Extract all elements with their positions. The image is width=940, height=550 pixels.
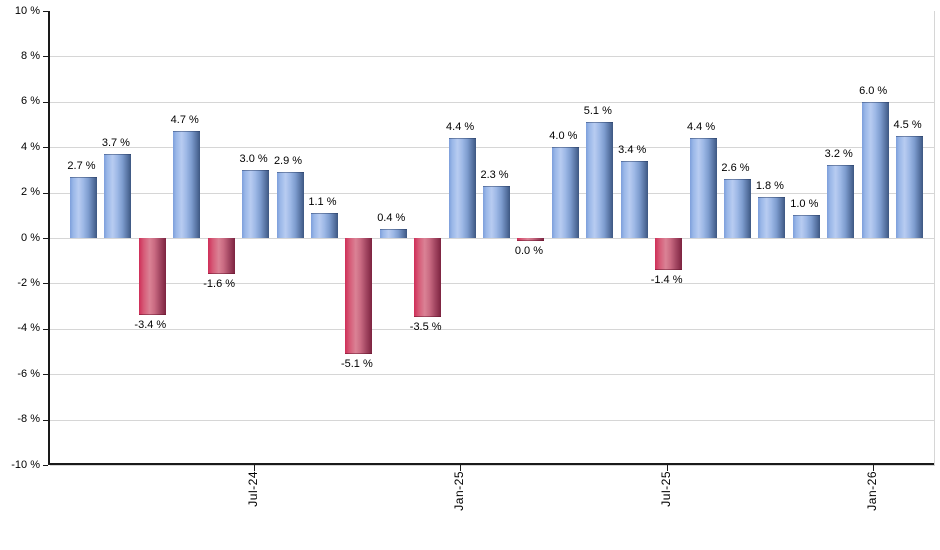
bar-value-label: 4.5 % — [893, 118, 922, 131]
x-tick-label-Jul-24: Jul-24 — [245, 471, 260, 507]
plot-right-border — [934, 11, 935, 465]
bar — [689, 138, 717, 238]
x-tick-mark — [873, 465, 875, 471]
gridline--10 — [50, 465, 935, 466]
bar-value-label: 0.4 % — [377, 211, 406, 224]
y-tick-label: -10 % — [11, 458, 40, 471]
bar — [104, 154, 132, 238]
bar-value-label: 2.9 % — [273, 155, 303, 168]
x-tick-mark — [666, 465, 668, 471]
bar-value-label: 6.0 % — [859, 84, 888, 97]
gridline--4 — [50, 328, 935, 330]
x-tick-label-Jan-26: Jan-26 — [865, 471, 880, 511]
bar-value-label: 4.0 % — [549, 130, 578, 143]
gridline-0 — [50, 238, 935, 239]
y-tick-mark — [43, 56, 48, 58]
bar-value-label: -1.4 % — [650, 273, 683, 286]
bar — [620, 160, 648, 238]
bar — [586, 122, 614, 238]
y-tick-mark — [43, 11, 48, 12]
x-tick-label-Jan-25: Jan-25 — [452, 471, 467, 511]
bar — [207, 238, 235, 275]
y-tick-label: 10 % — [14, 4, 40, 17]
bar-value-label: 2.6 % — [721, 161, 750, 174]
bar — [276, 172, 304, 238]
bar — [655, 238, 683, 270]
bar-value-label: 4.4 % — [686, 121, 716, 134]
bar-value-label: 3.4 % — [618, 143, 647, 156]
bar-value-label: -3.4 % — [134, 319, 167, 332]
x-tick-label-Jul-25: Jul-25 — [658, 471, 673, 507]
y-tick-label: 2 % — [21, 186, 40, 199]
x-tick-mark — [253, 465, 255, 471]
bar-value-label: 1.0 % — [790, 198, 819, 211]
y-tick-label: 6 % — [21, 95, 40, 108]
bar-value-label: 0.0 % — [514, 245, 544, 257]
gridline-6 — [50, 101, 935, 103]
bar-value-label: 5.1 % — [583, 105, 612, 118]
bar — [138, 238, 166, 316]
bar-value-label: -1.6 % — [203, 278, 236, 291]
bar-value-label: 3.7 % — [101, 137, 130, 149]
bar — [310, 213, 338, 238]
gridline--6 — [50, 374, 935, 376]
y-tick-mark — [43, 192, 48, 194]
bar — [379, 228, 407, 238]
y-tick-label: -2 % — [17, 276, 40, 289]
bar — [414, 238, 442, 318]
y-tick-label: -4 % — [17, 322, 40, 335]
y-tick-label: 8 % — [21, 49, 40, 62]
bar — [448, 138, 476, 238]
bar — [723, 178, 751, 238]
plot-area — [48, 11, 935, 466]
bar — [861, 101, 889, 238]
y-tick-mark — [43, 328, 48, 330]
y-tick-mark — [43, 374, 48, 376]
y-tick-label: -6 % — [17, 367, 40, 380]
bar-value-label: 3.2 % — [824, 148, 853, 161]
bar — [483, 185, 511, 238]
gridline--8 — [50, 419, 935, 421]
y-tick-mark — [43, 419, 48, 421]
bar — [173, 131, 201, 238]
bar-value-label: -5.1 % — [340, 357, 373, 370]
bar-value-label: 3.0 % — [239, 152, 268, 165]
bar-value-label: 4.4 % — [446, 121, 475, 134]
bar-value-label: 1.8 % — [755, 180, 784, 193]
y-tick-mark — [43, 101, 48, 103]
bar-value-label: 1.1 % — [308, 196, 337, 209]
bar — [758, 197, 786, 238]
bar — [792, 215, 820, 238]
y-tick-mark — [43, 238, 48, 239]
y-tick-label: 4 % — [21, 140, 40, 153]
y-tick-label: 0 % — [21, 231, 40, 244]
bar-value-label: 2.3 % — [480, 168, 509, 181]
bar — [345, 238, 373, 354]
y-tick-label: -8 % — [17, 413, 40, 426]
y-tick-mark — [43, 465, 48, 466]
bar-value-label: 4.7 % — [170, 114, 199, 127]
y-tick-mark — [43, 283, 48, 285]
bar — [242, 169, 270, 238]
bar — [827, 165, 855, 238]
gridline--2 — [50, 283, 935, 285]
x-tick-mark — [460, 465, 462, 471]
bar — [70, 176, 97, 238]
gridline-8 — [50, 56, 935, 58]
bar — [551, 147, 579, 238]
bar-value-label: -3.5 % — [409, 321, 442, 334]
bar-value-label: 2.7 % — [67, 159, 96, 172]
bar — [896, 135, 924, 238]
gridline-4 — [50, 147, 935, 149]
bar — [517, 238, 545, 241]
y-tick-mark — [43, 147, 48, 149]
